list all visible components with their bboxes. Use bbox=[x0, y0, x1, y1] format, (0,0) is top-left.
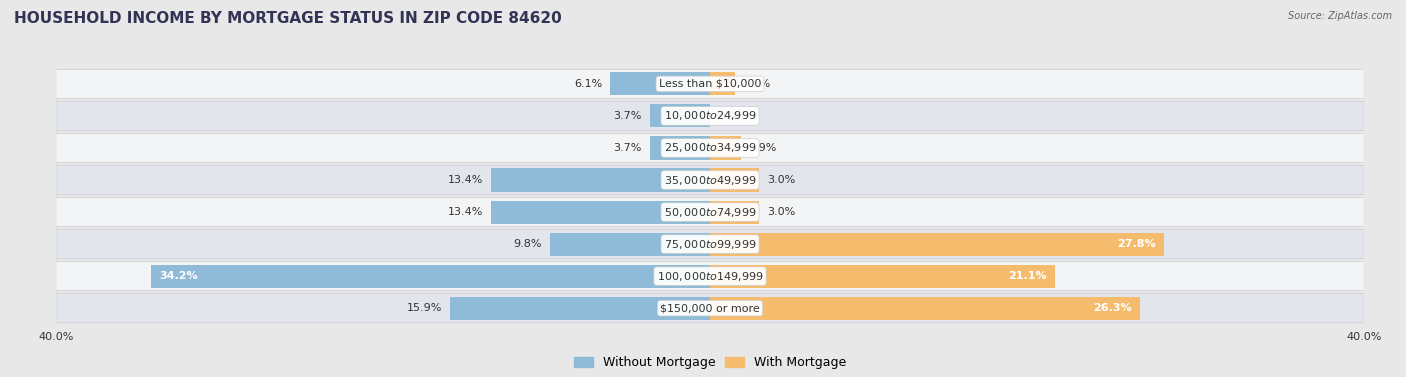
Legend: Without Mortgage, With Mortgage: Without Mortgage, With Mortgage bbox=[569, 351, 851, 374]
Text: 27.8%: 27.8% bbox=[1118, 239, 1156, 249]
Text: 3.7%: 3.7% bbox=[613, 111, 641, 121]
Text: 3.0%: 3.0% bbox=[768, 175, 796, 185]
Bar bbox=[710, 265, 1054, 288]
Text: 3.7%: 3.7% bbox=[613, 143, 641, 153]
Text: Less than $10,000: Less than $10,000 bbox=[659, 79, 761, 89]
Text: $35,000 to $49,999: $35,000 to $49,999 bbox=[664, 173, 756, 187]
FancyBboxPatch shape bbox=[56, 69, 1364, 98]
Bar bbox=[550, 233, 710, 256]
Text: 9.8%: 9.8% bbox=[513, 239, 541, 249]
FancyBboxPatch shape bbox=[56, 133, 1364, 162]
Text: 13.4%: 13.4% bbox=[447, 207, 482, 217]
Text: 21.1%: 21.1% bbox=[1008, 271, 1046, 281]
Bar bbox=[491, 201, 710, 224]
Text: HOUSEHOLD INCOME BY MORTGAGE STATUS IN ZIP CODE 84620: HOUSEHOLD INCOME BY MORTGAGE STATUS IN Z… bbox=[14, 11, 562, 26]
FancyBboxPatch shape bbox=[56, 262, 1364, 291]
Bar bbox=[710, 201, 759, 224]
Text: 26.3%: 26.3% bbox=[1092, 303, 1132, 313]
Bar bbox=[610, 72, 710, 95]
Text: 1.5%: 1.5% bbox=[742, 79, 770, 89]
Bar bbox=[710, 233, 1164, 256]
Text: $10,000 to $24,999: $10,000 to $24,999 bbox=[664, 109, 756, 123]
Text: $150,000 or more: $150,000 or more bbox=[661, 303, 759, 313]
Text: 34.2%: 34.2% bbox=[159, 271, 198, 281]
Text: 6.1%: 6.1% bbox=[574, 79, 602, 89]
Text: $75,000 to $99,999: $75,000 to $99,999 bbox=[664, 238, 756, 251]
Bar bbox=[650, 136, 710, 159]
FancyBboxPatch shape bbox=[56, 166, 1364, 195]
Bar bbox=[491, 169, 710, 192]
FancyBboxPatch shape bbox=[56, 230, 1364, 259]
Bar bbox=[710, 136, 741, 159]
Text: 0.0%: 0.0% bbox=[718, 111, 747, 121]
FancyBboxPatch shape bbox=[56, 294, 1364, 323]
FancyBboxPatch shape bbox=[56, 198, 1364, 227]
Text: $50,000 to $74,999: $50,000 to $74,999 bbox=[664, 205, 756, 219]
Text: 1.9%: 1.9% bbox=[749, 143, 778, 153]
Text: 3.0%: 3.0% bbox=[768, 207, 796, 217]
Text: Source: ZipAtlas.com: Source: ZipAtlas.com bbox=[1288, 11, 1392, 21]
Bar bbox=[450, 297, 710, 320]
Bar bbox=[150, 265, 710, 288]
Bar bbox=[650, 104, 710, 127]
Text: 15.9%: 15.9% bbox=[406, 303, 441, 313]
Text: $100,000 to $149,999: $100,000 to $149,999 bbox=[657, 270, 763, 283]
Text: 13.4%: 13.4% bbox=[447, 175, 482, 185]
FancyBboxPatch shape bbox=[56, 101, 1364, 130]
Bar bbox=[710, 169, 759, 192]
Bar bbox=[710, 297, 1140, 320]
Bar bbox=[710, 72, 734, 95]
Text: $25,000 to $34,999: $25,000 to $34,999 bbox=[664, 141, 756, 155]
